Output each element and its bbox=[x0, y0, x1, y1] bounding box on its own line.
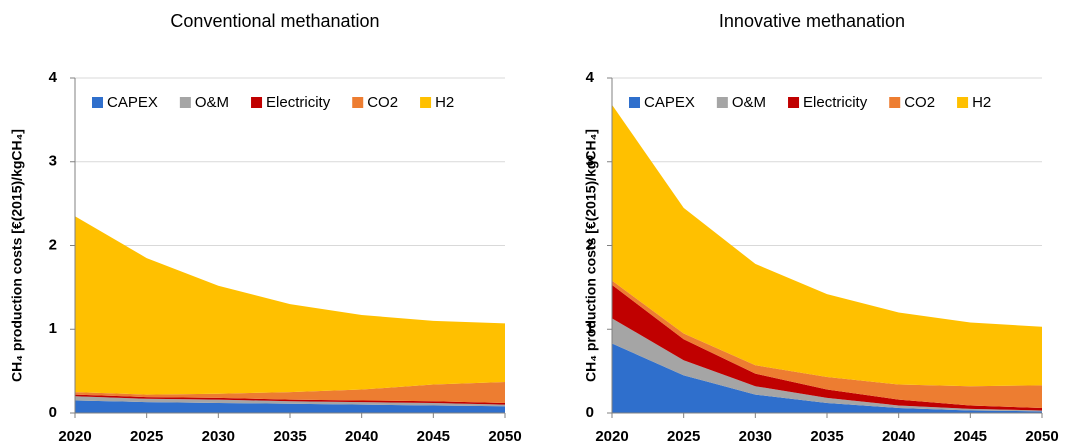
x-tick-label: 2020 bbox=[58, 428, 91, 445]
y-tick-label: 2 bbox=[49, 236, 57, 253]
x-tick-label: 2040 bbox=[882, 428, 915, 445]
y-axis-label: CH₄ production costs [€(2015)/kgCH₄] bbox=[583, 129, 599, 382]
area bbox=[75, 216, 505, 395]
legend-label: CAPEX bbox=[644, 94, 695, 111]
legend-label: O&M bbox=[732, 94, 766, 111]
y-tick-label: 1 bbox=[49, 320, 57, 337]
legend-label: CO2 bbox=[904, 94, 935, 111]
y-tick-label: 4 bbox=[49, 69, 58, 86]
legend-label: H2 bbox=[435, 94, 454, 111]
y-tick-label: 0 bbox=[586, 404, 594, 421]
y-tick-label: 3 bbox=[586, 153, 594, 170]
legend-swatch bbox=[179, 97, 191, 108]
legend-label: CAPEX bbox=[107, 94, 158, 111]
area bbox=[75, 400, 505, 413]
legend-label: O&M bbox=[195, 94, 229, 111]
legend-swatch bbox=[92, 97, 103, 108]
legend-swatch bbox=[420, 97, 432, 108]
legend-label: CO2 bbox=[367, 94, 398, 111]
y-tick-label: 0 bbox=[49, 404, 57, 421]
x-tick-label: 2050 bbox=[488, 428, 521, 445]
area bbox=[75, 382, 505, 403]
x-tick-label: 2050 bbox=[1025, 428, 1058, 445]
legend-swatch bbox=[716, 97, 728, 108]
legend-swatch bbox=[629, 97, 640, 108]
area bbox=[612, 284, 1042, 411]
x-tick-label: 2020 bbox=[595, 428, 628, 445]
legend-label: Electricity bbox=[266, 94, 331, 111]
legend-label: H2 bbox=[972, 94, 991, 111]
area bbox=[612, 280, 1042, 408]
y-axis-label: CH₄ production costs [€(2015)/kgCH₄] bbox=[9, 129, 25, 382]
y-tick-label: 2 bbox=[586, 236, 594, 253]
legend-swatch bbox=[957, 97, 969, 108]
area bbox=[612, 343, 1042, 413]
x-tick-label: 2030 bbox=[739, 428, 772, 445]
legend-swatch bbox=[788, 97, 800, 108]
y-tick-label: 4 bbox=[586, 69, 595, 86]
x-tick-label: 2025 bbox=[667, 428, 700, 445]
legend-swatch bbox=[352, 97, 364, 108]
chart-title: Innovative methanation bbox=[719, 11, 905, 31]
x-tick-label: 2035 bbox=[810, 428, 843, 445]
x-tick-label: 2045 bbox=[954, 428, 987, 445]
y-tick-label: 3 bbox=[49, 153, 57, 170]
x-tick-label: 2030 bbox=[202, 428, 235, 445]
x-tick-label: 2035 bbox=[273, 428, 306, 445]
x-tick-label: 2045 bbox=[417, 428, 450, 445]
legend-label: Electricity bbox=[803, 94, 868, 111]
y-tick-label: 1 bbox=[586, 320, 594, 337]
legend-swatch bbox=[251, 97, 263, 108]
chart-title: Conventional methanation bbox=[170, 11, 379, 31]
x-tick-label: 2040 bbox=[345, 428, 378, 445]
area bbox=[612, 104, 1042, 387]
x-tick-label: 2025 bbox=[130, 428, 163, 445]
legend-swatch bbox=[889, 97, 901, 108]
